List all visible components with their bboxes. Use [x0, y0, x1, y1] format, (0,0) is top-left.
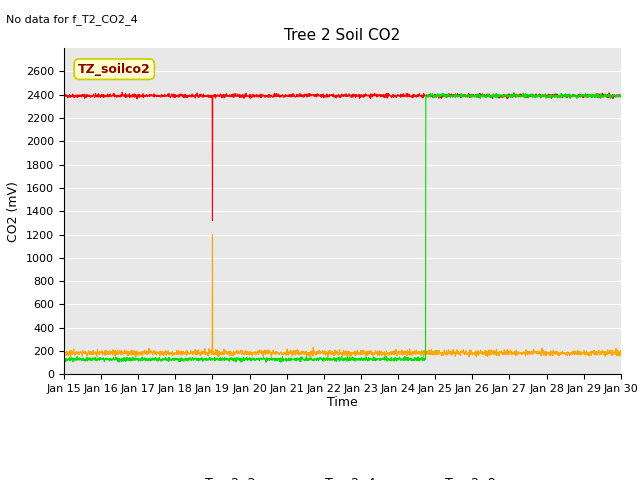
Tree2 -2cm	[332, 93, 339, 99]
Tree2 -8cm	[499, 93, 506, 98]
Tree2 -4cm	[332, 348, 339, 354]
Tree2 -4cm	[89, 348, 97, 354]
Line: Tree2 -4cm: Tree2 -4cm	[64, 235, 621, 357]
Tree2 -4cm	[617, 349, 625, 355]
Tree2 -2cm	[601, 93, 609, 98]
Tree2 -2cm	[118, 89, 126, 95]
Text: TZ_soilco2: TZ_soilco2	[78, 63, 150, 76]
Tree2 -8cm	[277, 360, 285, 365]
Tree2 -8cm	[316, 355, 324, 360]
Tree2 -2cm	[617, 94, 625, 99]
Tree2 -4cm	[60, 351, 68, 357]
Legend: Tree2 -2cm, Tree2 -4cm, Tree2 -8cm: Tree2 -2cm, Tree2 -4cm, Tree2 -8cm	[165, 472, 520, 480]
Tree2 -4cm	[602, 353, 609, 359]
Tree2 -8cm	[601, 94, 609, 99]
Tree2 -4cm	[499, 351, 507, 357]
Tree2 -4cm	[317, 349, 324, 355]
Tree2 -2cm	[60, 93, 68, 98]
Text: No data for f_T2_CO2_4: No data for f_T2_CO2_4	[6, 14, 138, 25]
Tree2 -2cm	[88, 93, 96, 99]
Tree2 -8cm	[617, 94, 625, 99]
Line: Tree2 -2cm: Tree2 -2cm	[64, 92, 621, 220]
Y-axis label: CO2 (mV): CO2 (mV)	[8, 181, 20, 241]
Tree2 -4cm	[209, 232, 216, 238]
Tree2 -2cm	[317, 94, 324, 100]
Tree2 -8cm	[88, 355, 96, 361]
Tree2 -8cm	[520, 90, 527, 96]
Tree2 -2cm	[602, 93, 609, 99]
Tree2 -4cm	[601, 351, 609, 357]
Tree2 -2cm	[209, 217, 216, 223]
Title: Tree 2 Soil CO2: Tree 2 Soil CO2	[284, 28, 401, 43]
X-axis label: Time: Time	[327, 396, 358, 408]
Tree2 -8cm	[60, 357, 68, 363]
Tree2 -2cm	[499, 95, 507, 100]
Tree2 -8cm	[331, 358, 339, 364]
Line: Tree2 -8cm: Tree2 -8cm	[64, 93, 621, 362]
Tree2 -4cm	[67, 354, 74, 360]
Tree2 -8cm	[602, 94, 609, 99]
